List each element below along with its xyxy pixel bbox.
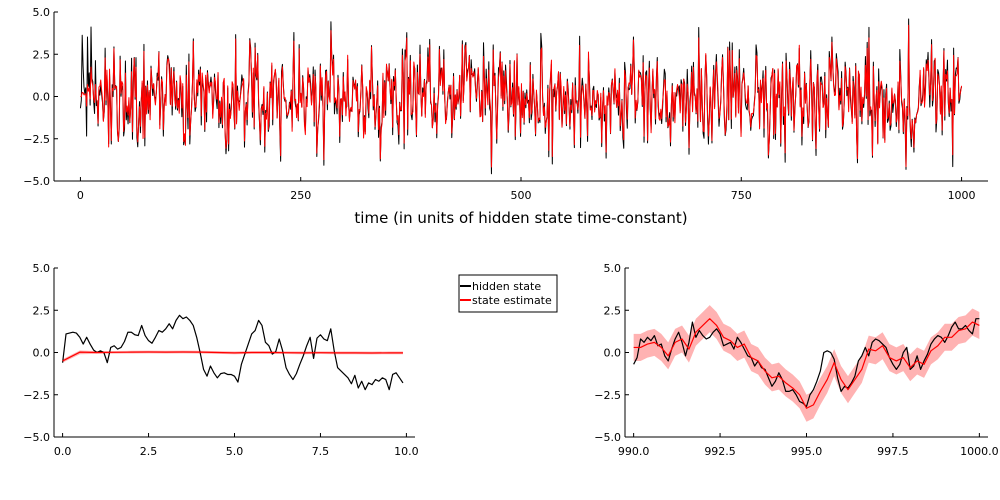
- bottom-right-estimate-band: [633, 305, 980, 422]
- top-x-tick-label: 1000: [948, 189, 976, 202]
- bottom-left-estimate-band: [62, 350, 403, 363]
- bl-y-tick-label: 0.0: [33, 347, 51, 360]
- bl-hidden-state-line: [62, 314, 404, 391]
- bl-estimate-band-area: [62, 350, 403, 363]
- bottom-left-x-ticks: 0.0 2.5 5.0 7.5 10.0: [54, 433, 419, 458]
- top-x-tick-label: 500: [511, 189, 532, 202]
- top-x-tick-label: 750: [731, 189, 752, 202]
- panel-top: −5.0 −2.5 0.0 2.5 5.0 0 250 500 750 1000 time (i…: [23, 6, 988, 227]
- panel-bottom-left: −5.0 −2.5 0.0 2.5 5.0 0.0 2.5 5.0 7.5 10.0: [23, 262, 418, 458]
- br-y-tick-label: −2.5: [594, 389, 621, 402]
- br-state-estimate-line: [633, 318, 980, 409]
- br-hidden-state-line: [633, 318, 980, 408]
- br-y-tick-label: 2.5: [604, 304, 622, 317]
- top-y-tick-label: −2.5: [23, 133, 50, 146]
- bottom-right-series: [633, 318, 980, 409]
- bl-x-tick-label: 2.5: [140, 445, 158, 458]
- bottom-right-x-ticks: 990.0 992.5 995.0 997.5 1000.0: [618, 433, 999, 458]
- top-x-tick-label: 250: [290, 189, 311, 202]
- bl-x-tick-label: 7.5: [312, 445, 330, 458]
- legend-state-estimate-label: state estimate: [472, 294, 552, 307]
- legend-hidden-state-label: hidden state: [472, 280, 541, 293]
- top-x-ticks: 0 250 500 750 1000: [77, 177, 976, 202]
- bl-x-tick-label: 10.0: [394, 445, 419, 458]
- br-x-tick-label: 995.0: [791, 445, 823, 458]
- bl-x-tick-label: 5.0: [226, 445, 244, 458]
- br-estimate-band-area: [633, 305, 980, 422]
- top-y-ticks: −5.0 −2.5 0.0 2.5 5.0: [23, 6, 58, 188]
- top-y-tick-label: 5.0: [33, 6, 51, 19]
- br-y-tick-label: −5.0: [594, 431, 621, 444]
- bl-y-tick-label: 5.0: [33, 262, 51, 275]
- bl-y-tick-label: −5.0: [23, 431, 50, 444]
- top-y-tick-label: 2.5: [33, 48, 51, 61]
- top-x-axis-title: time (in units of hidden state time-cons…: [354, 209, 687, 227]
- legend-box: [458, 274, 558, 313]
- top-series: [79, 18, 963, 175]
- legend: hidden state state estimate: [458, 274, 558, 313]
- top-state-estimate-line: [80, 24, 963, 168]
- bottom-right-y-ticks: −5.0 −2.5 0.0 2.5 5.0: [594, 262, 629, 444]
- br-x-tick-label: 997.5: [877, 445, 909, 458]
- bottom-left-y-ticks: −5.0 −2.5 0.0 2.5 5.0: [23, 262, 58, 444]
- top-y-tick-label: −5.0: [23, 175, 50, 188]
- br-x-tick-label: 990.0: [618, 445, 650, 458]
- br-x-tick-label: 992.5: [704, 445, 736, 458]
- br-y-tick-label: 5.0: [604, 262, 622, 275]
- br-y-tick-label: 0.0: [604, 347, 622, 360]
- top-y-tick-label: 0.0: [33, 91, 51, 104]
- panel-bottom-right: −5.0 −2.5 0.0 2.5 5.0 990.0 992.5 995.0 997.5 10…: [594, 262, 998, 458]
- bl-state-estimate-line: [62, 351, 403, 362]
- bl-y-tick-label: −2.5: [23, 389, 50, 402]
- bottom-left-series: [62, 314, 404, 391]
- bl-x-tick-label: 0.0: [54, 445, 72, 458]
- bl-y-tick-label: 2.5: [33, 304, 51, 317]
- top-x-tick-label: 0: [77, 189, 84, 202]
- br-x-tick-label: 1000.0: [960, 445, 999, 458]
